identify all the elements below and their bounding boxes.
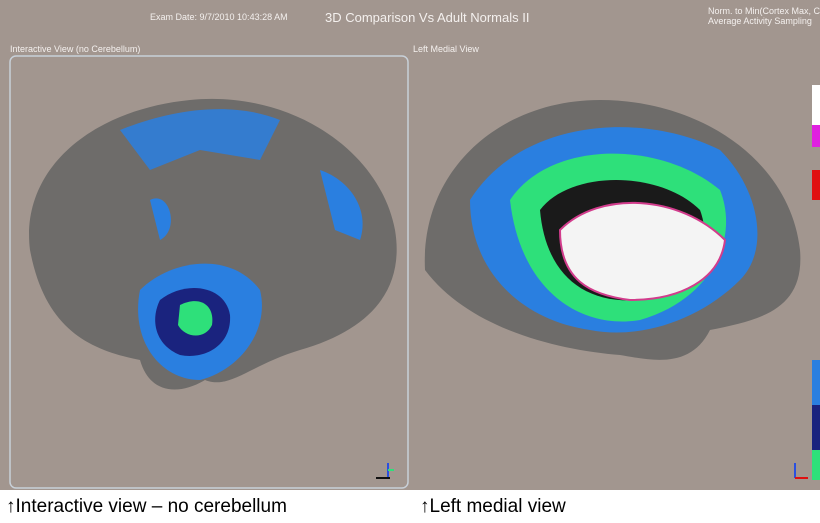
norm-text: Norm. to Min(Cortex Max, Cb Ma bbox=[708, 6, 820, 16]
activity-green bbox=[178, 301, 213, 336]
activity-blue bbox=[120, 109, 280, 170]
colorbar bbox=[812, 85, 820, 125]
caption: ↑Interactive view – no cerebellum bbox=[6, 496, 287, 517]
panel-label: Left Medial View bbox=[413, 44, 479, 54]
panel-label: Interactive View (no Cerebellum) bbox=[10, 44, 141, 54]
brain-render bbox=[9, 55, 820, 489]
brain-lateral bbox=[29, 98, 397, 390]
activity-white bbox=[558, 201, 727, 302]
caption: ↑Left medial view bbox=[420, 496, 566, 517]
axis-icon bbox=[376, 463, 808, 479]
exam-date: Exam Date: 9/7/2010 10:43:28 AM bbox=[150, 12, 288, 22]
colorbar bbox=[812, 360, 820, 405]
colorbar bbox=[812, 405, 820, 450]
activity-blue bbox=[320, 170, 363, 240]
colorbar bbox=[812, 170, 820, 200]
colorbar bbox=[812, 125, 820, 147]
colorbar bbox=[812, 450, 820, 480]
view-frame bbox=[9, 55, 409, 489]
norm-text: Average Activity Sampling bbox=[708, 16, 812, 26]
viewer: Exam Date: 9/7/2010 10:43:28 AM 3D Compa… bbox=[0, 0, 820, 490]
title: 3D Comparison Vs Adult Normals II bbox=[325, 10, 530, 25]
activity-blue bbox=[150, 198, 171, 240]
